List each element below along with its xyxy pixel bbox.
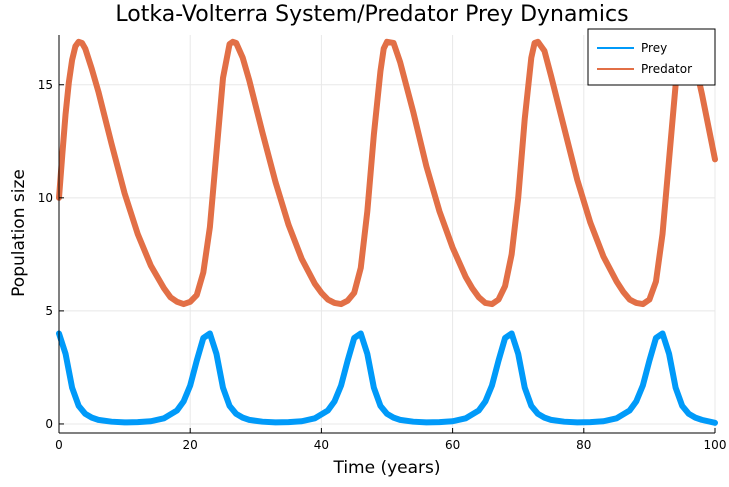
axes: 0 20 40 60 80 100 0 5 10 15 (38, 35, 727, 452)
x-tick-label: 100 (704, 438, 727, 452)
y-tick-label: 10 (38, 191, 53, 205)
legend-box (587, 28, 716, 86)
legend: Prey Predator (587, 28, 716, 86)
x-tick-label: 60 (445, 438, 460, 452)
y-axis-label: Population size (9, 169, 29, 297)
x-tick-label: 0 (55, 438, 63, 452)
legend-label-prey: Prey (641, 41, 667, 55)
y-tick-label: 5 (45, 304, 53, 318)
chart-title: Lotka-Volterra System/Predator Prey Dyna… (115, 2, 628, 27)
series-line-prey (56, 330, 718, 426)
grid (58, 35, 716, 433)
x-tick-label: 20 (183, 438, 198, 452)
series-line-predator (56, 38, 718, 308)
y-tick-label: 15 (38, 78, 53, 92)
y-tick-label: 0 (45, 417, 53, 431)
x-tick-label: 40 (314, 438, 329, 452)
x-axis-label: Time (years) (332, 458, 440, 478)
x-tick-label: 80 (576, 438, 591, 452)
legend-label-predator: Predator (641, 62, 692, 76)
plot-series (56, 38, 718, 426)
